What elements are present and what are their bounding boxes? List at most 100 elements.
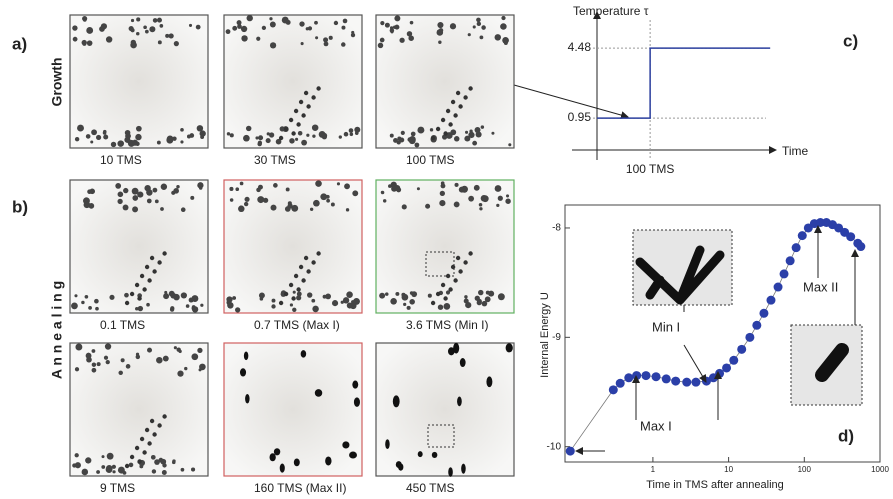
particle (312, 134, 316, 138)
particle (101, 455, 105, 459)
particle (468, 251, 473, 256)
particle (180, 140, 184, 144)
x-tick-label: 1000 (871, 465, 889, 474)
particle (269, 453, 276, 462)
particle (225, 29, 231, 35)
particle (342, 441, 350, 449)
particle (467, 33, 471, 37)
particle (395, 461, 402, 469)
particle (125, 133, 131, 139)
panel-label: c) (843, 31, 858, 50)
particle (142, 287, 147, 292)
particle (173, 41, 179, 47)
particle (285, 187, 290, 192)
particle (348, 128, 354, 133)
thumbnail-caption: 3.6 TMS (Min I) (406, 318, 488, 332)
data-point (779, 269, 789, 279)
particle (350, 32, 356, 38)
annotation: Max II (803, 279, 838, 294)
particle (258, 184, 263, 190)
x-tick-label: 1 (651, 465, 656, 474)
particle (501, 15, 506, 21)
particle (450, 99, 456, 105)
particle (245, 125, 252, 132)
particle (106, 452, 114, 460)
particle (269, 42, 277, 49)
particle (443, 131, 448, 136)
particle (437, 304, 444, 310)
particle (295, 137, 299, 141)
particle (288, 117, 294, 123)
particle (270, 204, 277, 211)
particle (293, 273, 299, 279)
particle (430, 135, 436, 141)
particle (435, 291, 441, 297)
particle (307, 26, 313, 31)
particle (160, 207, 164, 211)
particle (74, 462, 81, 469)
particle (505, 198, 511, 204)
particle (301, 139, 308, 146)
particle (180, 128, 184, 132)
data-point (661, 374, 671, 384)
particle (151, 469, 157, 474)
particle (442, 134, 448, 140)
particle (312, 305, 319, 313)
particle (445, 108, 451, 114)
particle (430, 300, 436, 306)
particle (301, 113, 306, 118)
particle (453, 278, 458, 283)
particle (338, 135, 342, 139)
particle (328, 35, 333, 40)
particle (190, 467, 196, 472)
particle (235, 307, 241, 313)
particle (390, 30, 394, 34)
particle (300, 350, 307, 358)
particle (124, 300, 130, 306)
particle (162, 251, 167, 256)
particle (479, 35, 484, 40)
particle (161, 470, 167, 475)
particle (243, 201, 249, 207)
particle (457, 396, 462, 407)
particle (199, 130, 206, 137)
data-point (641, 371, 651, 381)
particle (468, 131, 475, 139)
particle (411, 291, 418, 298)
particle (258, 135, 264, 141)
particle (392, 395, 400, 408)
particle (342, 297, 350, 304)
particle (135, 354, 141, 360)
data-point (691, 377, 701, 387)
particle (142, 450, 147, 455)
data-point (615, 378, 625, 388)
particle (443, 303, 451, 310)
particle (191, 353, 199, 361)
particle (313, 199, 320, 207)
particle (180, 292, 187, 299)
particle (150, 454, 156, 460)
particle (438, 40, 442, 44)
particle (72, 36, 78, 42)
particle (90, 140, 94, 144)
particle (176, 347, 181, 352)
data-point (737, 344, 747, 354)
particle (496, 203, 500, 208)
particle (257, 140, 263, 145)
particle (311, 260, 316, 265)
y-tick-label: 4.48 (568, 40, 592, 54)
particle (481, 25, 486, 30)
particle (468, 195, 475, 202)
particle (448, 347, 455, 356)
particle (198, 368, 202, 372)
particle (453, 136, 460, 142)
particle (96, 362, 101, 367)
particle (465, 301, 472, 309)
particle (465, 130, 469, 134)
particle (459, 358, 466, 368)
particle (344, 183, 350, 190)
particle (468, 86, 473, 91)
particle (132, 206, 139, 213)
particle (401, 293, 409, 301)
particle (340, 300, 344, 304)
